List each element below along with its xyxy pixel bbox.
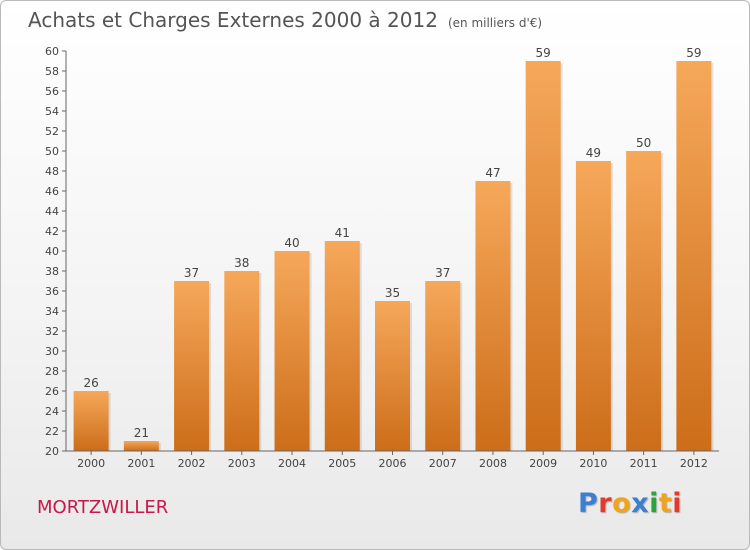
y-tick-label: 40: [45, 245, 59, 258]
bar-2003: [224, 271, 260, 451]
chart-unit-note: (en milliers d'€): [447, 16, 543, 30]
y-tick-label: 24: [45, 405, 59, 418]
bars-group: 26 21 37 38 40 41 35 37 47 59 49 50 59: [73, 46, 714, 451]
bar-value-label: 35: [385, 286, 400, 300]
bar-2010: [575, 161, 611, 451]
logo-letter: x: [631, 488, 650, 519]
bar-value-label: 37: [184, 266, 199, 280]
bar-2004: [274, 251, 310, 451]
y-tick-label: 56: [45, 85, 59, 98]
bar-2009: [525, 61, 561, 451]
x-tick-label: 2002: [178, 457, 206, 470]
x-tick-label: 2011: [630, 457, 658, 470]
bar-value-label: 37: [435, 266, 450, 280]
bar-value-label: 38: [234, 256, 249, 270]
bar-2011: [626, 151, 662, 451]
y-tick-label: 48: [45, 165, 59, 178]
town-name: MORTZWILLER: [37, 497, 169, 518]
y-tick-label: 42: [45, 225, 59, 238]
bar-value-label: 50: [636, 136, 651, 150]
x-axis: 2000 2001 2002 2003 2004 2005 2006 2007 2008 2009…: [66, 450, 719, 470]
y-tick-label: 60: [45, 45, 59, 58]
y-axis: 20 22 24 26 28 30 32 34 36 38 40 42 44 46 48 50 52 54 56 58…: [45, 45, 67, 458]
bar-value-label: 59: [686, 46, 701, 60]
chart-title: Achats et Charges Externes 2000 à 2012 (e…: [28, 8, 542, 32]
bar-2012: [676, 61, 712, 451]
y-tick-label: 26: [45, 385, 59, 398]
logo-letter: i: [649, 488, 659, 519]
bar-2000: [73, 391, 109, 451]
y-tick-label: 34: [45, 305, 59, 318]
chart-title-text: Achats et Charges Externes 2000 à 2012: [28, 8, 438, 32]
bar-2007: [425, 281, 461, 451]
bar-2008: [475, 181, 511, 451]
proxiti-logo: Proxiti: [578, 488, 682, 519]
y-tick-label: 52: [45, 125, 59, 138]
y-tick-label: 58: [45, 65, 59, 78]
bar-value-label: 41: [335, 226, 350, 240]
x-tick-label: 2003: [228, 457, 256, 470]
bar-value-label: 40: [284, 236, 299, 250]
x-tick-label: 2001: [127, 457, 155, 470]
x-tick-label: 2005: [328, 457, 356, 470]
logo-letter: o: [612, 488, 632, 519]
x-tick-label: 2008: [479, 457, 507, 470]
y-tick-label: 44: [45, 205, 59, 218]
bar-value-label: 47: [485, 166, 500, 180]
bar-value-label: 26: [83, 376, 98, 390]
x-tick-label: 2006: [379, 457, 407, 470]
bar-2006: [375, 301, 410, 451]
y-tick-label: 38: [45, 265, 59, 278]
y-tick-label: 22: [45, 425, 59, 438]
y-tick-label: 50: [45, 145, 59, 158]
y-tick-label: 54: [45, 105, 59, 118]
logo-letter: i: [672, 488, 683, 519]
bar-value-label: 59: [536, 46, 551, 60]
x-tick-label: 2012: [680, 457, 708, 470]
logo-letter: P: [578, 488, 599, 519]
y-tick-label: 30: [45, 345, 59, 358]
y-tick-label: 36: [45, 285, 59, 298]
bar-2005: [324, 241, 360, 451]
bar-value-label: 49: [586, 146, 601, 160]
logo-letter: r: [598, 488, 613, 519]
x-tick-label: 2004: [278, 457, 306, 470]
y-tick-label: 46: [45, 185, 59, 198]
y-tick-label: 32: [45, 325, 59, 338]
y-tick-label: 20: [45, 445, 59, 458]
x-tick-label: 2000: [77, 457, 105, 470]
x-tick-label: 2010: [579, 457, 607, 470]
bar-value-label: 21: [134, 426, 149, 440]
x-tick-label: 2007: [429, 457, 457, 470]
logo-letter: t: [658, 488, 673, 519]
bar-2002: [174, 281, 210, 451]
bar-2001: [123, 441, 159, 451]
y-tick-label: 28: [45, 365, 59, 378]
x-tick-label: 2009: [529, 457, 557, 470]
